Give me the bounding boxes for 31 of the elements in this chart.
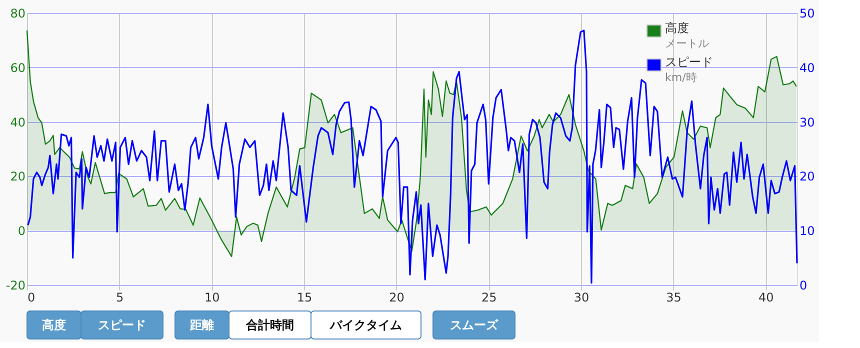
- annotation: メートル: [665, 37, 709, 50]
- x-tick-label: 10: [204, 290, 220, 304]
- y-tick-label: 20: [10, 170, 26, 184]
- x-tick-label: 25: [481, 290, 497, 304]
- x-tick-label: 40: [758, 290, 774, 304]
- y-tick-label: 80: [10, 6, 26, 20]
- y2-tick-label: 30: [800, 115, 815, 130]
- y2-tick-label: 10: [800, 224, 815, 238]
- x-tick-label: 30: [574, 290, 590, 304]
- y-tick-label: 40: [10, 115, 26, 130]
- text: 距離: [189, 318, 214, 332]
- y-tick-label: 60: [10, 60, 26, 75]
- x-tick-label: 35: [666, 290, 682, 304]
- legend-label: スピード: [665, 55, 713, 69]
- annotation: km/時: [665, 71, 697, 84]
- legend-label: 高度: [665, 21, 689, 35]
- x-tick-label: 0: [28, 290, 36, 304]
- text: バイクタイム: [329, 318, 402, 332]
- y2-tick-label: 50: [800, 6, 815, 20]
- y2-tick-label: 20: [800, 170, 815, 184]
- text: 合計時間: [245, 318, 294, 332]
- y-tick-label: 0: [18, 224, 26, 238]
- x-tick-label: 5: [116, 290, 124, 304]
- y2-tick-label: 40: [800, 60, 815, 75]
- x-tick-label: 20: [389, 290, 404, 304]
- text: スピード: [98, 318, 146, 332]
- y-tick-label: -20: [6, 278, 26, 292]
- text: スムーズ: [450, 318, 499, 332]
- text: 高度: [42, 318, 66, 332]
- x-tick-label: 15: [296, 290, 312, 304]
- y2-tick-label: 0: [800, 278, 808, 292]
